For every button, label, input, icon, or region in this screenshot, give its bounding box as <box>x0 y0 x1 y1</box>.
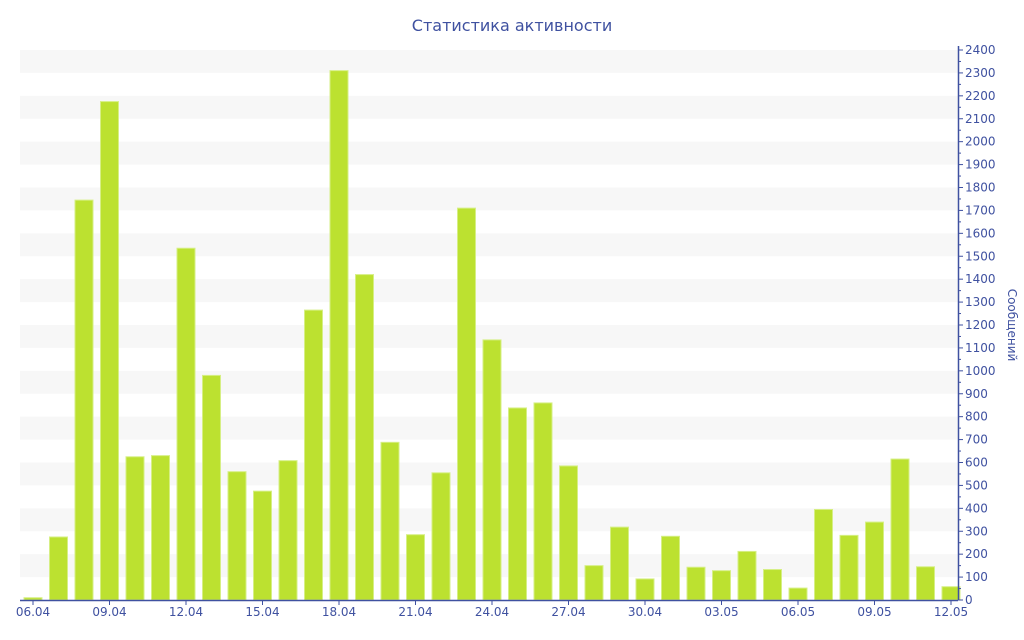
y-tick-label: 1600 <box>965 226 996 240</box>
bar-01.05 <box>661 535 680 601</box>
grid-band <box>20 279 958 303</box>
y-tick-label: 700 <box>965 433 988 447</box>
y-tick-label: 1200 <box>965 318 996 332</box>
bar-09.04 <box>100 101 119 601</box>
y-tick-label: 100 <box>965 570 988 584</box>
bar-03.05 <box>712 570 731 601</box>
y-tick-label: 800 <box>965 410 988 424</box>
bar-10.05 <box>890 458 910 601</box>
y-tick-label: 900 <box>965 387 988 401</box>
bar-18.04 <box>329 70 349 601</box>
bar-11.05 <box>916 566 935 601</box>
grid-band <box>20 141 958 165</box>
y-tick-label: 1000 <box>965 364 996 378</box>
bars <box>23 70 961 601</box>
bar-04.05 <box>737 550 757 601</box>
y-tick-label: 2200 <box>965 89 996 103</box>
x-axis: 06.04 09.04 12.04 15.04 18.04 21.04 24.04 27.04… <box>16 599 968 619</box>
bar-22.04 <box>431 472 451 601</box>
bar-07.04 <box>49 536 68 601</box>
bar-06.05 <box>788 587 808 601</box>
bar-21.04 <box>406 534 425 601</box>
grid-band <box>20 187 958 211</box>
bar-14.04 <box>227 471 247 601</box>
y-tick-label: 500 <box>965 478 988 492</box>
bar-23.04 <box>457 207 476 601</box>
y-tick-label: 600 <box>965 456 988 470</box>
grid-band <box>20 233 958 257</box>
bar-05.05 <box>763 569 782 601</box>
x-tick-label: 24.04 <box>475 605 509 619</box>
bar-28.04 <box>584 565 604 601</box>
y-tick-label: 1500 <box>965 249 996 263</box>
bar-27.04 <box>559 465 578 601</box>
x-tick-label: 15.04 <box>245 605 279 619</box>
y-tick-label: 1700 <box>965 203 996 217</box>
bar-09.05 <box>865 521 884 601</box>
x-tick-label: 27.04 <box>551 605 585 619</box>
x-tick-label: 06.05 <box>781 605 815 619</box>
y-tick-label: 2100 <box>965 112 996 126</box>
bar-25.04 <box>508 407 527 601</box>
x-tick-label: 21.04 <box>398 605 432 619</box>
bar-30.04 <box>635 578 655 601</box>
x-tick-label: 09.05 <box>857 605 891 619</box>
bar-08.04 <box>74 199 94 601</box>
bar-29.04 <box>610 526 629 601</box>
y-tick-label: 1100 <box>965 341 996 355</box>
y-tick-label: 300 <box>965 524 988 538</box>
y-tick-label: 1400 <box>965 272 996 286</box>
bar-26.04 <box>533 402 553 601</box>
bar-12.05 <box>941 586 961 601</box>
bar-17.04 <box>304 309 323 601</box>
x-tick-label: 03.05 <box>704 605 738 619</box>
y-tick-label: 1300 <box>965 295 996 309</box>
y-tick-label: 2000 <box>965 135 996 149</box>
y-axis: 0 100 200 300 400 500 600 700 800 900 1000 1100 1200… <box>957 43 996 607</box>
grid-band <box>20 95 958 119</box>
chart-title: Статистика активности <box>412 16 612 35</box>
bar-12.04 <box>176 247 196 601</box>
x-tick-label: 12.04 <box>169 605 203 619</box>
y-tick-label: 2300 <box>965 66 996 80</box>
bar-20.04 <box>380 441 400 601</box>
y-tick-label: 2400 <box>965 43 996 57</box>
grid-band <box>20 325 958 348</box>
y-axis-label: Сообщений <box>1005 289 1019 362</box>
bar-19.04 <box>355 274 374 601</box>
y-tick-label: 0 <box>965 593 973 607</box>
y-tick-label: 1800 <box>965 181 996 195</box>
bar-08.05 <box>839 534 859 601</box>
y-tick-label: 400 <box>965 501 988 515</box>
bar-06.04 <box>23 597 43 601</box>
x-tick-label: 18.04 <box>322 605 356 619</box>
x-tick-label: 12.05 <box>934 605 968 619</box>
y-tick-label: 200 <box>965 547 988 561</box>
x-tick-label: 09.04 <box>92 605 126 619</box>
bar-07.05 <box>814 508 833 601</box>
y-tick-label: 1900 <box>965 158 996 172</box>
grid-band <box>20 50 958 73</box>
bar-02.05 <box>686 566 706 601</box>
bar-16.04 <box>278 460 298 601</box>
bar-11.04 <box>151 455 170 601</box>
bar-13.04 <box>202 374 221 601</box>
bar-10.04 <box>125 456 145 601</box>
x-tick-label: 06.04 <box>16 605 50 619</box>
bar-24.04 <box>482 339 502 601</box>
bar-15.04 <box>253 490 272 601</box>
x-tick-label: 30.04 <box>628 605 662 619</box>
